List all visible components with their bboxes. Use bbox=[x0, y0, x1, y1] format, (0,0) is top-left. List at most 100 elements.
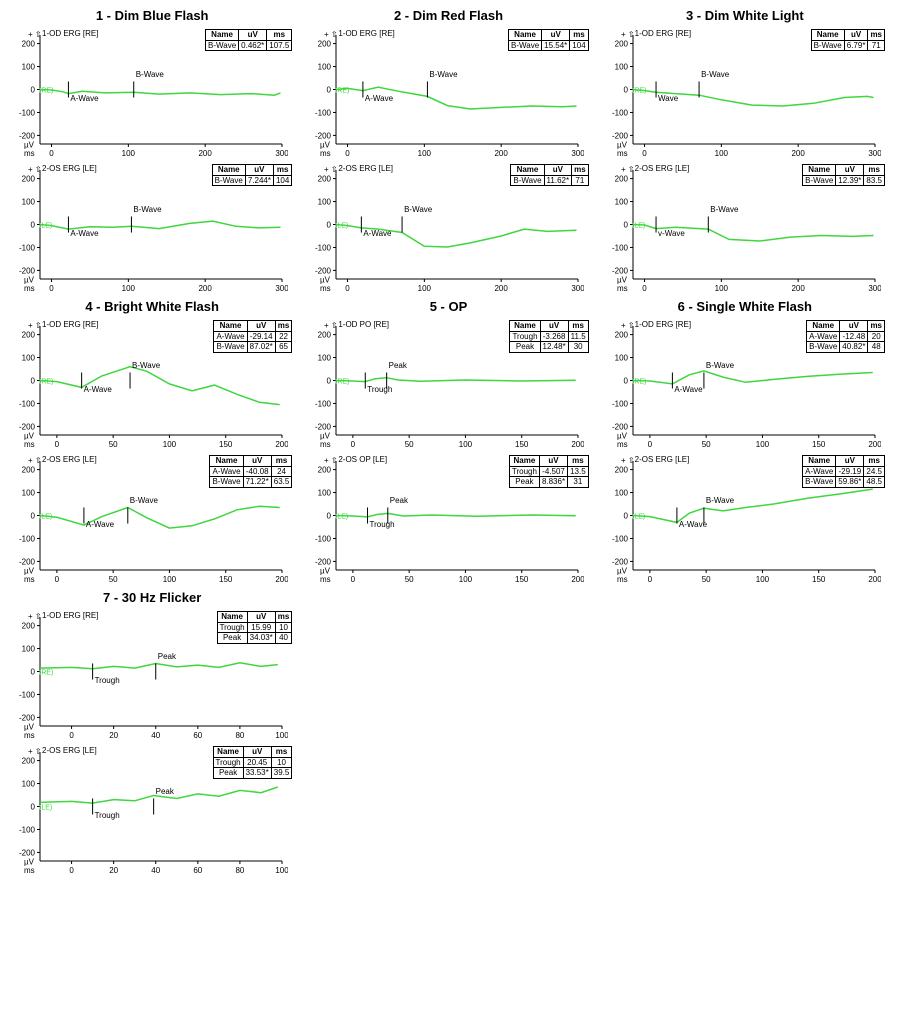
svg-text:50: 50 bbox=[701, 575, 710, 584]
svg-text:100: 100 bbox=[22, 63, 36, 72]
svg-text:Trough: Trough bbox=[95, 676, 120, 685]
svg-text:200: 200 bbox=[614, 331, 628, 340]
svg-text:A-Wave: A-Wave bbox=[679, 520, 708, 529]
svg-text:150: 150 bbox=[515, 575, 529, 584]
svg-text:300: 300 bbox=[572, 149, 585, 158]
svg-text:+ ⇧: + ⇧ bbox=[324, 165, 338, 174]
svg-text:-200: -200 bbox=[612, 422, 629, 431]
svg-text:B-Wave: B-Wave bbox=[133, 205, 162, 214]
erg-chart: 2001000-100-200µV+ ⇧0100200300ms(LE)A-Wa… bbox=[304, 160, 592, 295]
legend-table: NameuVmsTrough-3.26811.5Peak12.48*30 bbox=[509, 320, 588, 353]
svg-text:Peak: Peak bbox=[158, 652, 177, 661]
svg-text:100: 100 bbox=[714, 284, 728, 293]
svg-text:100: 100 bbox=[22, 354, 36, 363]
svg-text:-100: -100 bbox=[612, 243, 629, 252]
chart-header-label: 2-OS ERG [LE] bbox=[338, 164, 393, 173]
svg-text:50: 50 bbox=[405, 440, 414, 449]
svg-text:0: 0 bbox=[31, 86, 36, 95]
erg-chart: 2001000-100-200µV+ ⇧020406080100ms(RE)Tr… bbox=[8, 607, 296, 742]
erg-chart: 2001000-100-200µV+ ⇧050100150200ms(LE)Tr… bbox=[304, 451, 592, 586]
svg-text:+ ⇧: + ⇧ bbox=[621, 165, 635, 174]
svg-text:(LE): (LE) bbox=[39, 514, 52, 521]
svg-text:Peak: Peak bbox=[156, 787, 175, 796]
legend-table: NameuVmsB-Wave0.462*107.5 bbox=[205, 29, 292, 51]
svg-text:100: 100 bbox=[163, 440, 177, 449]
svg-text:100: 100 bbox=[163, 575, 177, 584]
svg-text:200: 200 bbox=[572, 440, 585, 449]
svg-text:-200: -200 bbox=[612, 131, 629, 140]
chart-header-label: 2-OS ERG [LE] bbox=[42, 164, 97, 173]
svg-text:0: 0 bbox=[642, 149, 647, 158]
svg-text:100: 100 bbox=[318, 63, 332, 72]
svg-text:-200: -200 bbox=[19, 266, 36, 275]
svg-text:(LE): (LE) bbox=[39, 223, 52, 230]
svg-text:+ ⇧: + ⇧ bbox=[28, 321, 42, 330]
svg-text:-200: -200 bbox=[315, 266, 332, 275]
svg-text:ms: ms bbox=[24, 149, 35, 158]
svg-text:200: 200 bbox=[22, 331, 36, 340]
svg-text:200: 200 bbox=[318, 40, 332, 49]
svg-text:100: 100 bbox=[122, 149, 136, 158]
svg-text:200: 200 bbox=[198, 149, 212, 158]
svg-text:0: 0 bbox=[623, 512, 628, 521]
svg-text:100: 100 bbox=[459, 575, 473, 584]
svg-text:60: 60 bbox=[193, 731, 202, 740]
svg-text:(LE): (LE) bbox=[632, 514, 645, 521]
panel-title: 3 - Dim White Light bbox=[601, 8, 889, 23]
svg-text:-200: -200 bbox=[612, 557, 629, 566]
svg-text:100: 100 bbox=[318, 489, 332, 498]
svg-text:0: 0 bbox=[327, 221, 332, 230]
svg-text:B-Wave: B-Wave bbox=[706, 361, 735, 370]
svg-text:20: 20 bbox=[109, 731, 118, 740]
svg-text:100: 100 bbox=[275, 866, 288, 875]
svg-text:300: 300 bbox=[275, 284, 288, 293]
svg-text:-100: -100 bbox=[612, 399, 629, 408]
svg-text:0: 0 bbox=[346, 284, 351, 293]
panel-group: 6 - Single White Flash2001000-100-200µV+… bbox=[601, 299, 889, 586]
svg-text:100: 100 bbox=[318, 354, 332, 363]
svg-text:+ ⇧: + ⇧ bbox=[621, 456, 635, 465]
svg-text:200: 200 bbox=[22, 175, 36, 184]
svg-text:B-Wave: B-Wave bbox=[130, 496, 159, 505]
svg-text:300: 300 bbox=[572, 284, 585, 293]
svg-text:+ ⇧: + ⇧ bbox=[621, 321, 635, 330]
erg-chart: 2001000-100-200µV+ ⇧020406080100ms(LE)Tr… bbox=[8, 742, 296, 877]
svg-text:0: 0 bbox=[623, 221, 628, 230]
svg-text:0: 0 bbox=[346, 149, 351, 158]
svg-text:ms: ms bbox=[617, 284, 628, 293]
panel-title: 1 - Dim Blue Flash bbox=[8, 8, 296, 23]
legend-table: NameuVmsTrough-4.50713.5Peak8.836*31 bbox=[509, 455, 589, 488]
panel-group: 2 - Dim Red Flash2001000-100-200µV+ ⇧010… bbox=[304, 8, 592, 295]
svg-text:0: 0 bbox=[623, 86, 628, 95]
svg-text:+ ⇧: + ⇧ bbox=[28, 30, 42, 39]
svg-text:100: 100 bbox=[418, 284, 432, 293]
svg-text:ms: ms bbox=[24, 731, 35, 740]
erg-chart: 2001000-100-200µV+ ⇧050100150200ms(RE)Tr… bbox=[304, 316, 592, 451]
svg-text:100: 100 bbox=[614, 489, 628, 498]
panel-title: 4 - Bright White Flash bbox=[8, 299, 296, 314]
chart-header-label: 2-OS OP [LE] bbox=[338, 455, 387, 464]
svg-text:200: 200 bbox=[791, 149, 805, 158]
svg-text:ms: ms bbox=[24, 440, 35, 449]
svg-text:0: 0 bbox=[327, 512, 332, 521]
erg-chart: 2001000-100-200µV+ ⇧050100150200ms(LE)A-… bbox=[601, 451, 889, 586]
svg-text:50: 50 bbox=[109, 575, 118, 584]
svg-text:(RE): (RE) bbox=[335, 379, 349, 386]
svg-text:150: 150 bbox=[812, 440, 826, 449]
panel-group: 5 - OP2001000-100-200µV+ ⇧050100150200ms… bbox=[304, 299, 592, 586]
svg-text:200: 200 bbox=[22, 466, 36, 475]
svg-text:0: 0 bbox=[351, 575, 356, 584]
svg-text:20: 20 bbox=[109, 866, 118, 875]
svg-text:+ ⇧: + ⇧ bbox=[324, 30, 338, 39]
erg-chart: 2001000-100-200µV+ ⇧0100200300ms(LE)v-Wa… bbox=[601, 160, 889, 295]
chart-header-label: 1-OD ERG [RE] bbox=[635, 320, 691, 329]
svg-text:80: 80 bbox=[235, 866, 244, 875]
svg-text:100: 100 bbox=[614, 198, 628, 207]
svg-text:100: 100 bbox=[459, 440, 473, 449]
svg-text:+ ⇧: + ⇧ bbox=[621, 30, 635, 39]
svg-text:(LE): (LE) bbox=[39, 805, 52, 812]
svg-text:100: 100 bbox=[22, 489, 36, 498]
svg-text:150: 150 bbox=[219, 575, 233, 584]
svg-text:100: 100 bbox=[755, 575, 769, 584]
svg-text:0: 0 bbox=[642, 284, 647, 293]
